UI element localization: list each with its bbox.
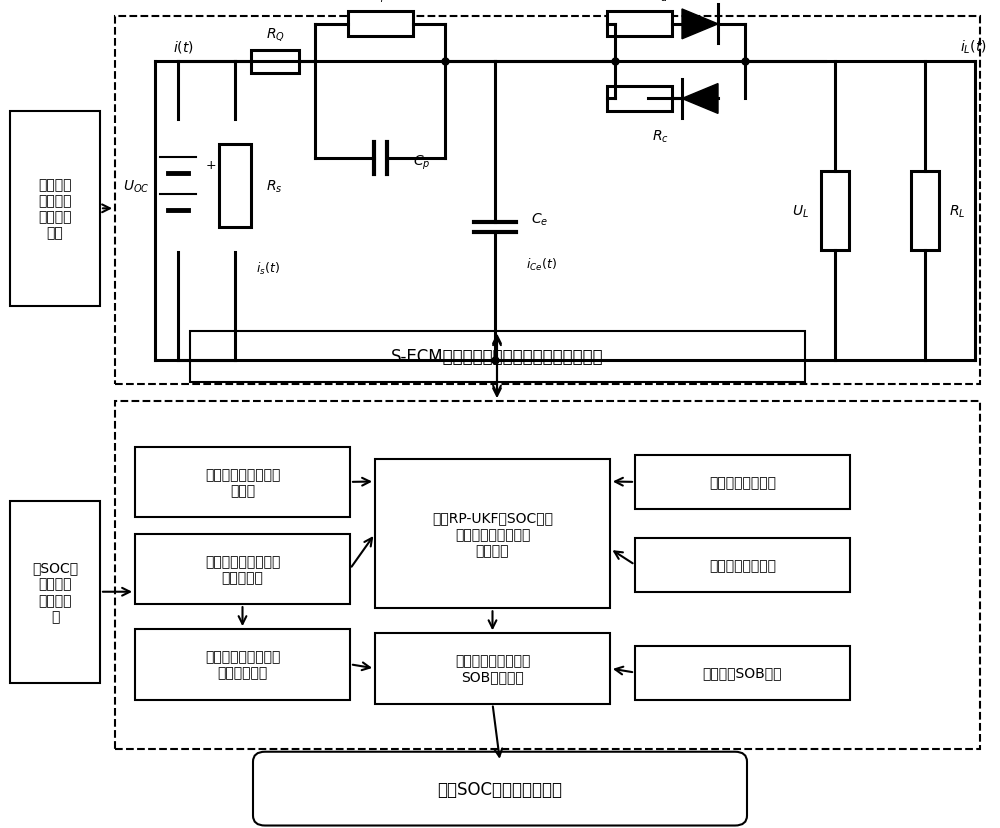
Text: 平衡状态SOB计算: 平衡状态SOB计算 [703,666,782,680]
Bar [10,112,100,306]
Bar [348,12,413,37]
Text: $i_L(t)$: $i_L(t)$ [960,39,986,55]
Polygon shape [682,10,718,40]
Bar [115,402,980,749]
Text: 输出SOC估算値及误差値: 输出SOC估算値及误差値 [438,780,562,797]
Bar [251,51,299,74]
Text: $R_Q$: $R_Q$ [266,26,284,43]
Text: 温度和电流的参数实
时检测数据: 温度和电流的参数实 时检测数据 [205,554,280,585]
Text: $i(t)$: $i(t)$ [173,39,193,55]
Text: 精简粒子线性处理: 精简粒子线性处理 [709,475,776,489]
Text: $R_p$: $R_p$ [371,0,389,5]
Text: 循环次数累积修正: 循环次数累积修正 [709,558,776,572]
Text: 待SOC估
算动力锂
离子电池
组: 待SOC估 算动力锂 离子电池 组 [32,561,78,623]
Text: 动力锂离
子电池组
工作特性
实验: 动力锂离 子电池组 工作特性 实验 [38,178,72,240]
Bar [821,171,849,250]
Bar [135,629,350,700]
Bar [190,331,805,383]
Bar [635,538,850,592]
Text: $U_{OC}$: $U_{OC}$ [123,178,150,195]
Text: $C_e$: $C_e$ [531,211,548,228]
Text: $R_L$: $R_L$ [949,203,965,219]
Bar [135,447,350,518]
Text: $i_s(t)$: $i_s(t)$ [256,261,280,277]
Bar [135,534,350,604]
Text: $R_s$: $R_s$ [266,178,283,195]
Text: $R_c$: $R_c$ [652,128,668,145]
Bar [911,171,939,250]
Bar [635,455,850,509]
FancyBboxPatch shape [253,752,747,826]
Text: S-ECM模型状态空间方程确立及其参数设定: S-ECM模型状态空间方程确立及其参数设定 [391,348,604,366]
Bar [607,87,672,112]
Polygon shape [682,84,718,114]
Text: 基于RP-UKF的SOC状态
估算与输出电压观测
跟踪处理: 基于RP-UKF的SOC状态 估算与输出电压观测 跟踪处理 [432,511,553,557]
Text: $C_p$: $C_p$ [413,154,430,172]
Text: 对温度和循环次数的
库伦效率计算: 对温度和循环次数的 库伦效率计算 [205,649,280,680]
Text: 电压跟踪与平衡状态
SOB影响修正: 电压跟踪与平衡状态 SOB影响修正 [455,653,530,684]
Text: $U_L$: $U_L$ [792,203,809,219]
Bar [375,633,610,704]
Text: +: + [206,159,217,172]
Text: $i_{Ce}(t)$: $i_{Ce}(t)$ [526,257,557,273]
Text: 输入端电压实时检测
数据値: 输入端电压实时检测 数据値 [205,467,280,498]
Text: $R_d$: $R_d$ [651,0,669,4]
Bar [115,17,980,385]
Bar [635,646,850,700]
Bar [10,501,100,683]
Bar [607,12,672,37]
Bar [375,460,610,609]
Bar [219,145,251,228]
